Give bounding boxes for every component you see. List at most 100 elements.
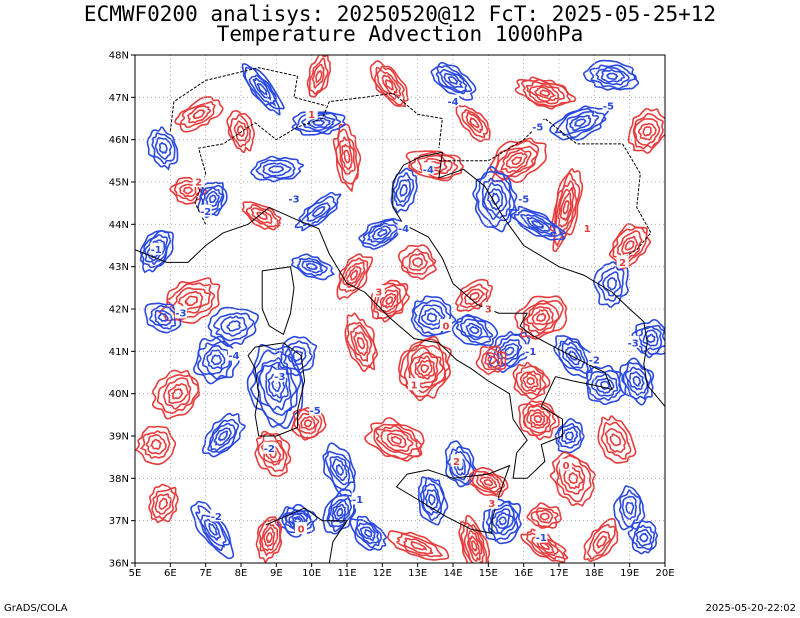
- warm-advection-contour: [549, 451, 596, 507]
- warm-advection-contour: [346, 265, 362, 285]
- cold-advection-contour: [287, 345, 307, 367]
- warm-advection-contour: [332, 123, 362, 193]
- cold-advection-contour: [139, 229, 174, 274]
- warm-advection-contour: [381, 292, 397, 309]
- contour-value-label: 0: [563, 461, 570, 472]
- warm-advection-contour: [416, 359, 433, 377]
- cold-advection-contour: [366, 222, 399, 243]
- lon-tick-label: 13E: [408, 568, 427, 579]
- cold-advection-contour: [336, 507, 344, 517]
- warm-advection-contour: [553, 172, 581, 248]
- contour-value-label: -4: [398, 224, 409, 235]
- warm-advection-contour: [303, 419, 313, 428]
- contour-label-bg: [482, 302, 495, 314]
- cold-advection-contour: [207, 306, 259, 347]
- contour-value-label: -5: [518, 194, 529, 205]
- cold-advection-contour: [621, 495, 638, 521]
- contour-value-label: -2: [264, 444, 275, 455]
- warm-advection-contour: [375, 284, 402, 315]
- warm-advection-contour: [517, 400, 560, 441]
- contour-value-label: -5: [310, 406, 321, 417]
- cold-advection-contour: [597, 265, 625, 302]
- lat-tick-label: 40N: [109, 389, 129, 400]
- warm-advection-contour: [375, 425, 420, 455]
- cold-advection-contour: [574, 118, 587, 127]
- warm-advection-contour: [343, 149, 351, 164]
- warm-advection-contour: [254, 430, 292, 477]
- contour-label-bg: [627, 335, 640, 348]
- contour-value-label: -5: [532, 122, 543, 133]
- warm-advection-contour: [608, 223, 651, 271]
- contour-label-bg: [273, 369, 286, 382]
- cold-advection-contour: [557, 337, 589, 374]
- sardinia-coastline: [247, 342, 306, 437]
- warm-advection-contour: [236, 125, 245, 138]
- warm-advection-contour: [226, 110, 256, 154]
- warm-advection-contour: [357, 336, 366, 350]
- cold-advection-contour: [271, 378, 281, 393]
- cold-advection-contour: [151, 132, 176, 165]
- cold-advection-contour: [291, 111, 346, 136]
- cold-advection-contour: [248, 74, 277, 108]
- africa-coastline: [265, 507, 348, 563]
- warm-advection-contour: [180, 101, 216, 129]
- cold-advection-contour: [390, 167, 418, 215]
- contour-label-bg: [351, 492, 364, 505]
- contour-value-label: -2: [211, 512, 222, 523]
- warm-advection-contour: [376, 69, 402, 100]
- warm-advection-contour: [373, 282, 408, 320]
- lon-tick-label: 19E: [620, 568, 639, 579]
- cold-advection-contour: [595, 377, 615, 394]
- warm-advection-contour: [166, 282, 216, 321]
- cold-advection-contour: [606, 72, 619, 80]
- warm-advection-contour: [465, 111, 484, 134]
- cold-advection-contour: [430, 61, 477, 101]
- warm-advection-contour: [311, 63, 325, 90]
- lat-tick-label: 43N: [109, 262, 129, 273]
- lat-tick-label: 39N: [109, 432, 129, 443]
- warm-advection-contour: [373, 423, 423, 460]
- swiss-border: [169, 67, 326, 132]
- warm-advection-contour: [300, 415, 316, 431]
- warm-advection-contour: [385, 296, 394, 305]
- warm-advection-contour: [386, 432, 408, 449]
- warm-advection-contour: [539, 541, 550, 551]
- warm-advection-contour: [505, 152, 528, 169]
- cold-advection-contour: [639, 532, 649, 543]
- warm-advection-contour: [533, 415, 543, 424]
- warm-advection-contour: [263, 526, 276, 549]
- warm-advection-contour: [381, 74, 398, 95]
- warm-advection-contour: [336, 253, 374, 301]
- lon-tick-label: 8E: [235, 568, 248, 579]
- cold-advection-contour: [213, 427, 232, 446]
- warm-advection-contour: [397, 244, 437, 280]
- contour-value-label: 3: [485, 305, 492, 316]
- warm-advection-contour: [458, 514, 491, 563]
- warm-advection-contour: [256, 211, 269, 221]
- warm-advection-contour: [396, 533, 444, 558]
- cold-advection-contour: [290, 253, 336, 281]
- cold-advection-contour: [449, 450, 471, 481]
- cold-advection-contour: [472, 165, 518, 233]
- axis-ticks: 48N 47N 46N 45N 44N 43N 42N 41N 40N 39N 38N 37N 36N5…: [109, 51, 675, 580]
- lon-tick-label: 15E: [479, 568, 498, 579]
- warm-advection-contour: [174, 96, 224, 133]
- balkan-coastline: [438, 152, 665, 407]
- contour-label-bg: [535, 530, 548, 543]
- warm-advection-contour: [587, 523, 616, 560]
- cold-advection-contour: [395, 178, 411, 204]
- warm-advection-contour: [384, 79, 394, 91]
- warm-advection-contour: [390, 435, 402, 445]
- warm-advection-contour: [559, 192, 572, 221]
- warm-advection-contour: [265, 532, 273, 544]
- warm-advection-contour: [531, 535, 560, 557]
- contour-value-label: 3: [375, 288, 382, 299]
- warm-advection-contour: [179, 183, 197, 198]
- cold-advection-contour: [360, 219, 403, 247]
- coastlines: [135, 67, 665, 563]
- warm-advection-contour: [534, 86, 556, 100]
- contour-value-label: -1: [536, 533, 547, 544]
- lon-tick-label: 17E: [549, 568, 568, 579]
- warm-advection-contour: [364, 417, 425, 462]
- france-coastline: [135, 232, 224, 263]
